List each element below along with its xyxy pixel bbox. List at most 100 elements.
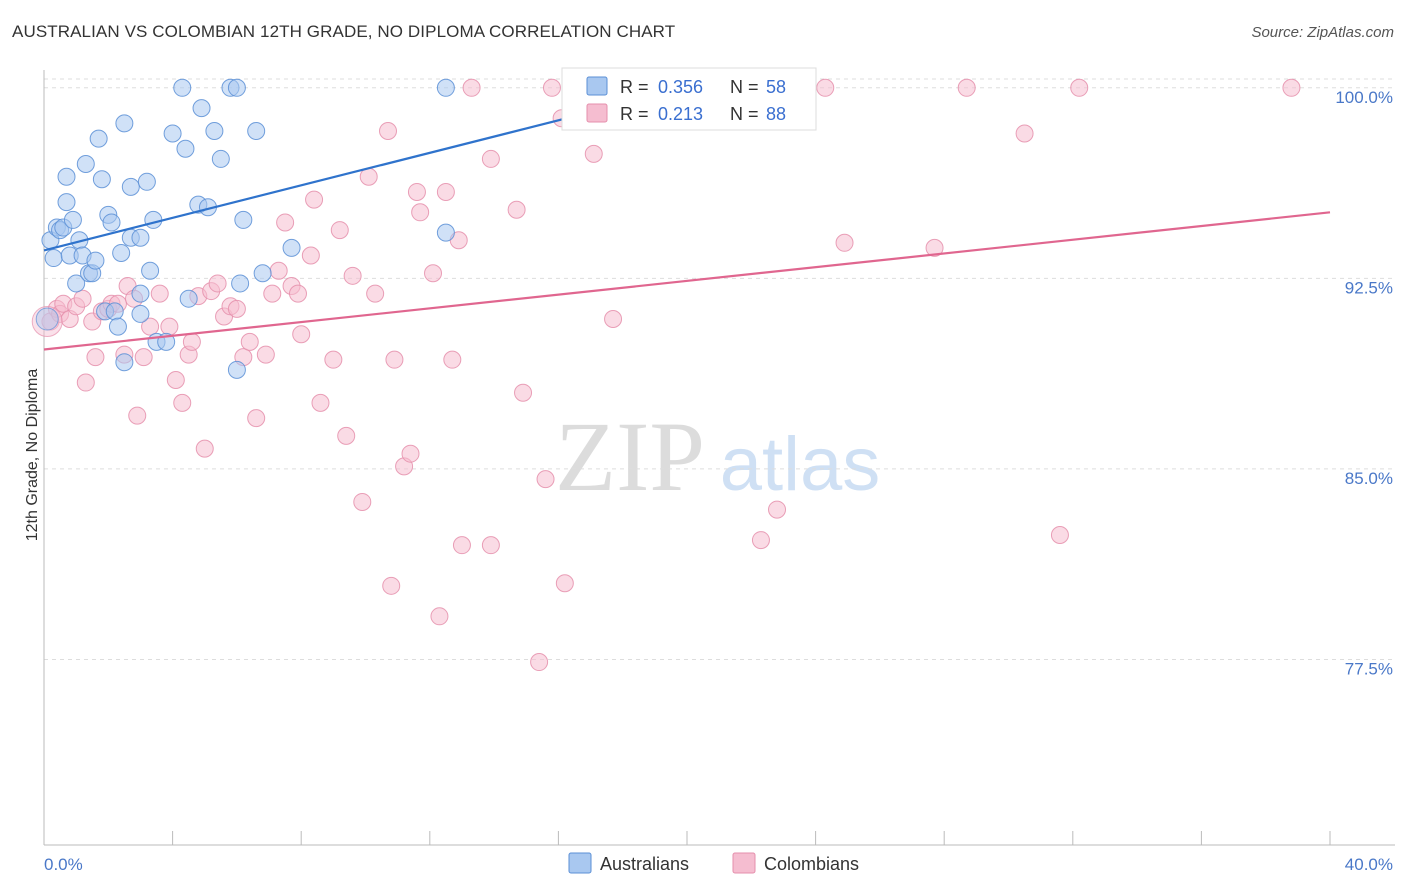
colombians-point [452,536,471,555]
watermark-atlas: atlas [720,422,881,507]
x-tick-label: 40.0% [1345,855,1393,874]
legend-bottom-pink-swatch [732,852,756,874]
australians-point [192,99,211,118]
colombians-point [343,266,362,285]
australians-point [137,172,156,191]
colombians-point [1282,78,1301,97]
legend-r-label-australians: R = [620,77,649,97]
australians-point [234,210,253,229]
australians-point [436,223,455,242]
australians-point [211,149,230,168]
colombians-point [385,350,404,369]
colombians-point [424,264,443,283]
colombians-point [208,274,227,293]
australians-point [179,289,198,308]
colombians-point [816,78,835,97]
axes [43,70,1395,846]
australians-point [57,193,76,212]
australians-point [89,129,108,148]
australians-point [108,317,127,336]
legend-r-value-australians: 0.356 [658,77,703,97]
y-tick-label: 77.5% [1345,660,1393,679]
colombians-point [353,492,372,511]
colombians-point [514,383,533,402]
colombians-point [835,233,854,252]
grid-lines [44,78,1395,661]
colombians-point [141,317,160,336]
colombians-point [263,284,282,303]
colombians-point [507,200,526,219]
australians-point [86,251,105,270]
colombians-point [337,426,356,445]
australians-point [115,114,134,133]
australians-point [112,243,131,262]
legend-n-value-colombians: 88 [766,104,786,124]
australians-point [141,261,160,280]
australians-point [173,78,192,97]
y-axis-label: 12th Grade, No Diploma [24,369,41,542]
australians-point [436,78,455,97]
colombians-point [195,439,214,458]
tick-labels: 77.5% 85.0% 92.5% 100.0% 0.0% 40.0% [44,88,1393,874]
legend-r-label-colombians: R = [620,104,649,124]
colombians-point [86,348,105,367]
colombians-point [160,317,179,336]
colombians-points [31,78,1301,672]
colombians-point [240,332,259,351]
colombians-point [536,470,555,489]
colombians-point [411,203,430,222]
colombians-point [247,409,266,428]
australians-point [231,274,250,293]
legend-top: R = 0.356 N = 58 R = 0.213 N = 88 [561,67,817,131]
colombians-point [269,261,288,280]
australians-point [227,360,246,379]
australians-point [63,210,82,229]
colombians-point [324,350,343,369]
watermark-zip: ZIP [555,401,705,512]
legend-n-label-colombians: N = [730,104,759,124]
australians-point [227,78,246,97]
legend-pink-swatch [586,103,608,123]
colombians-point [481,536,500,555]
colombians-trend-line [43,211,1331,351]
colombians-point [301,246,320,265]
colombians-point [530,653,549,672]
australians-point [92,170,111,189]
legend-bottom: Australians Colombians [568,852,859,874]
australians-point [115,353,134,372]
colombians-point [436,182,455,201]
colombians-point [288,284,307,303]
chart-title: AUSTRALIAN VS COLOMBIAN 12TH GRADE, NO D… [12,22,676,41]
colombians-point [1050,526,1069,544]
colombians-point [166,371,185,389]
y-tick-label: 92.5% [1345,278,1393,297]
colombians-point [128,406,147,425]
legend-r-value-colombians: 0.213 [658,104,703,124]
colombians-point [401,444,420,463]
legend-bottom-colombians: Colombians [764,854,859,874]
australians-point [253,264,272,283]
colombians-point [925,238,944,257]
colombians-point [173,393,192,412]
colombians-point [134,348,153,367]
colombians-point [481,149,500,168]
colombians-point [305,190,324,209]
colombians-point [584,144,603,163]
colombians-point [150,284,169,303]
australians-point [35,307,59,331]
australians-point [121,177,140,196]
y-tick-label: 85.0% [1345,469,1393,488]
australians-point [102,213,121,232]
colombians-point [366,284,385,303]
australians-point [205,121,224,140]
australians-point [247,121,266,140]
australians-point [57,167,76,186]
colombians-point [462,78,481,97]
australians-point [131,284,150,303]
colombians-point [555,574,574,593]
australians-point [163,124,182,143]
x-tick-label: 0.0% [44,855,83,874]
colombians-point [768,500,787,519]
australians-point [176,139,195,158]
